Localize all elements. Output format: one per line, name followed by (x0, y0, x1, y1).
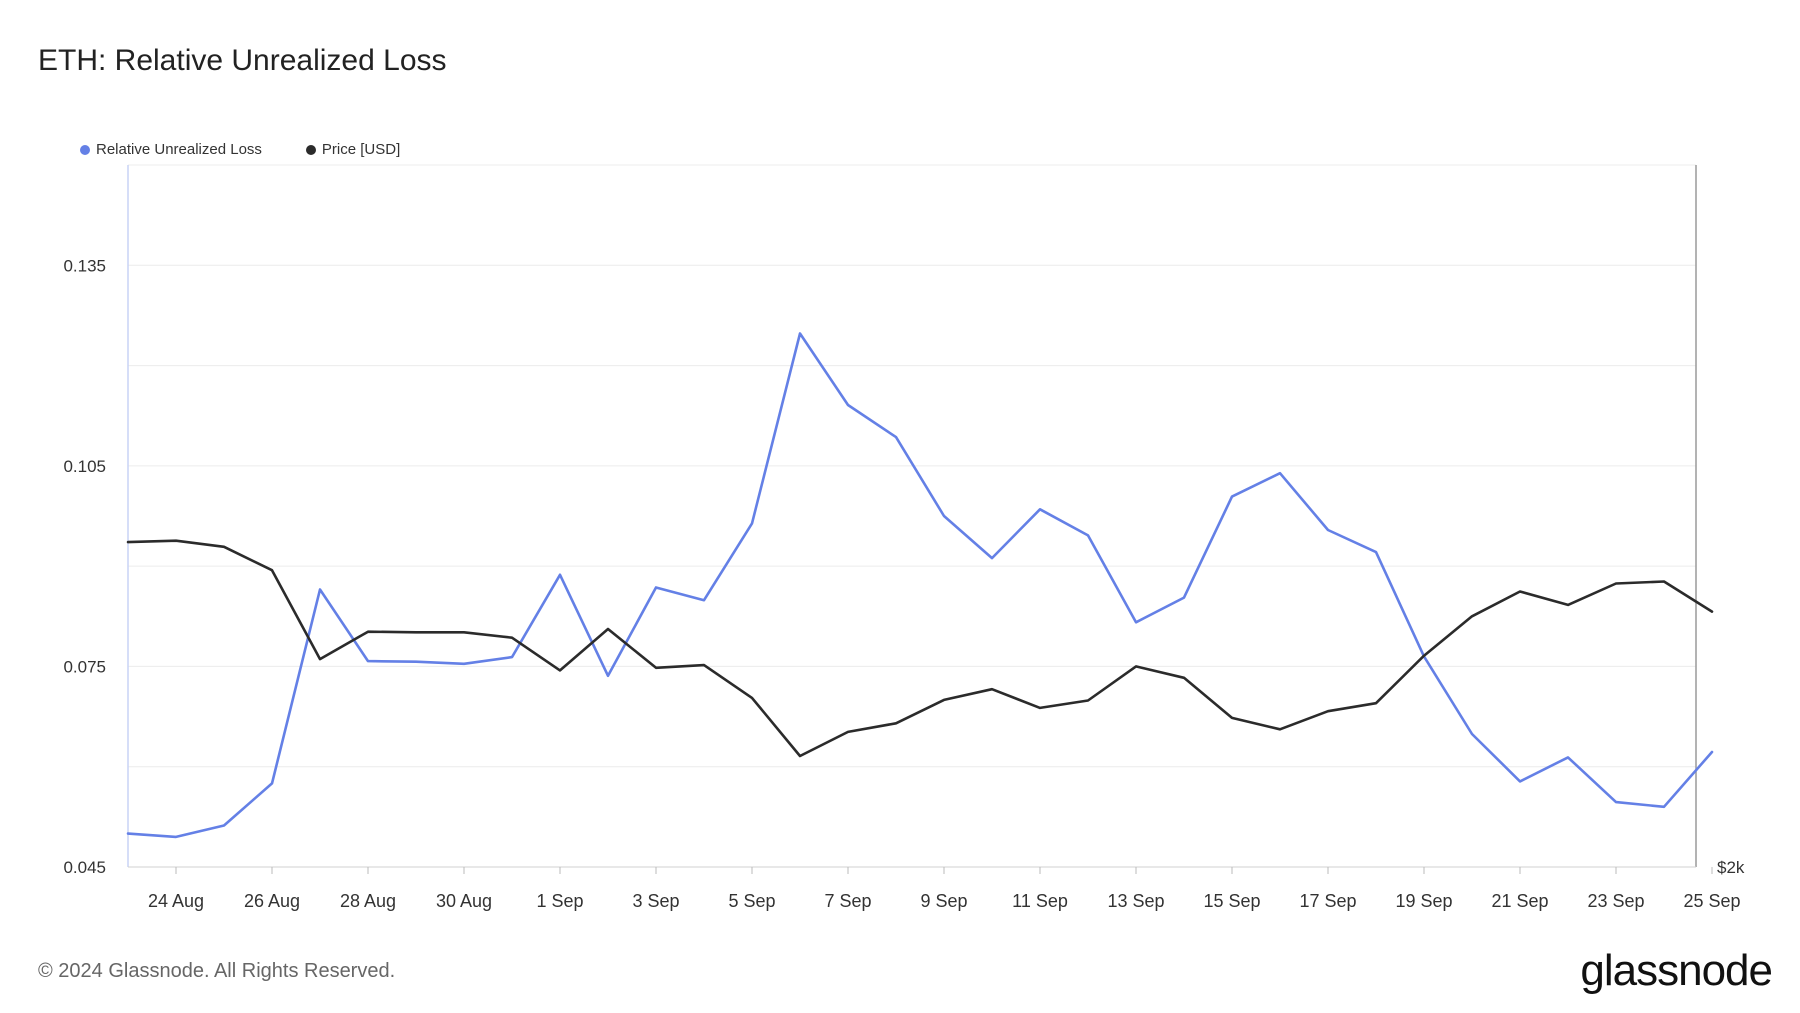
x-tick-label-5: 3 Sep (632, 891, 679, 911)
y-tick-label-0: 0.135 (63, 256, 106, 275)
x-tick-label-11: 15 Sep (1203, 891, 1260, 911)
x-tick-label-9: 11 Sep (1012, 891, 1068, 911)
y-tick-label-1: 0.105 (63, 457, 106, 476)
x-tick-label-2: 28 Aug (340, 891, 396, 911)
chart-title: ETH: Relative Unrealized Loss (38, 44, 447, 77)
y-right-tick-label-0: $2k (1717, 858, 1745, 877)
x-tick-label-7: 7 Sep (824, 891, 871, 911)
x-tick-label-12: 17 Sep (1299, 891, 1356, 911)
legend-dot-price (305, 144, 316, 155)
legend-label-rul: Relative Unrealized Loss (96, 141, 262, 158)
glassnode-logo: glassnode (1580, 946, 1773, 995)
series-line-relative-unrealized-loss (126, 332, 1714, 839)
x-tick-label-4: 1 Sep (536, 891, 583, 911)
x-tick-label-16: 25 Sep (1683, 891, 1740, 911)
x-tick-label-1: 26 Aug (244, 891, 300, 911)
x-tick-label-0: 24 Aug (148, 891, 204, 911)
legend-item-rul[interactable]: Relative Unrealized Loss (80, 141, 262, 158)
legend-label-price: Price [USD] (321, 141, 401, 158)
legend: Relative Unrealized Loss Price [USD] (80, 141, 400, 158)
x-tick-label-14: 21 Sep (1491, 891, 1548, 911)
series-line-price (126, 539, 1714, 758)
legend-item-price[interactable]: Price [USD] (305, 141, 401, 158)
y-tick-label-2: 0.075 (63, 657, 106, 676)
y-tick-label-3: 0.045 (63, 858, 106, 877)
x-tick-label-8: 9 Sep (920, 891, 967, 911)
x-tick-label-3: 30 Aug (436, 891, 492, 911)
x-tick-label-15: 23 Sep (1587, 891, 1644, 911)
x-tick-label-6: 5 Sep (728, 891, 775, 911)
x-tick-label-13: 19 Sep (1395, 891, 1452, 911)
copyright-footer: © 2024 Glassnode. All Rights Reserved. (38, 960, 396, 982)
x-tick-label-10: 13 Sep (1107, 891, 1164, 911)
legend-dot-rul (80, 144, 90, 155)
